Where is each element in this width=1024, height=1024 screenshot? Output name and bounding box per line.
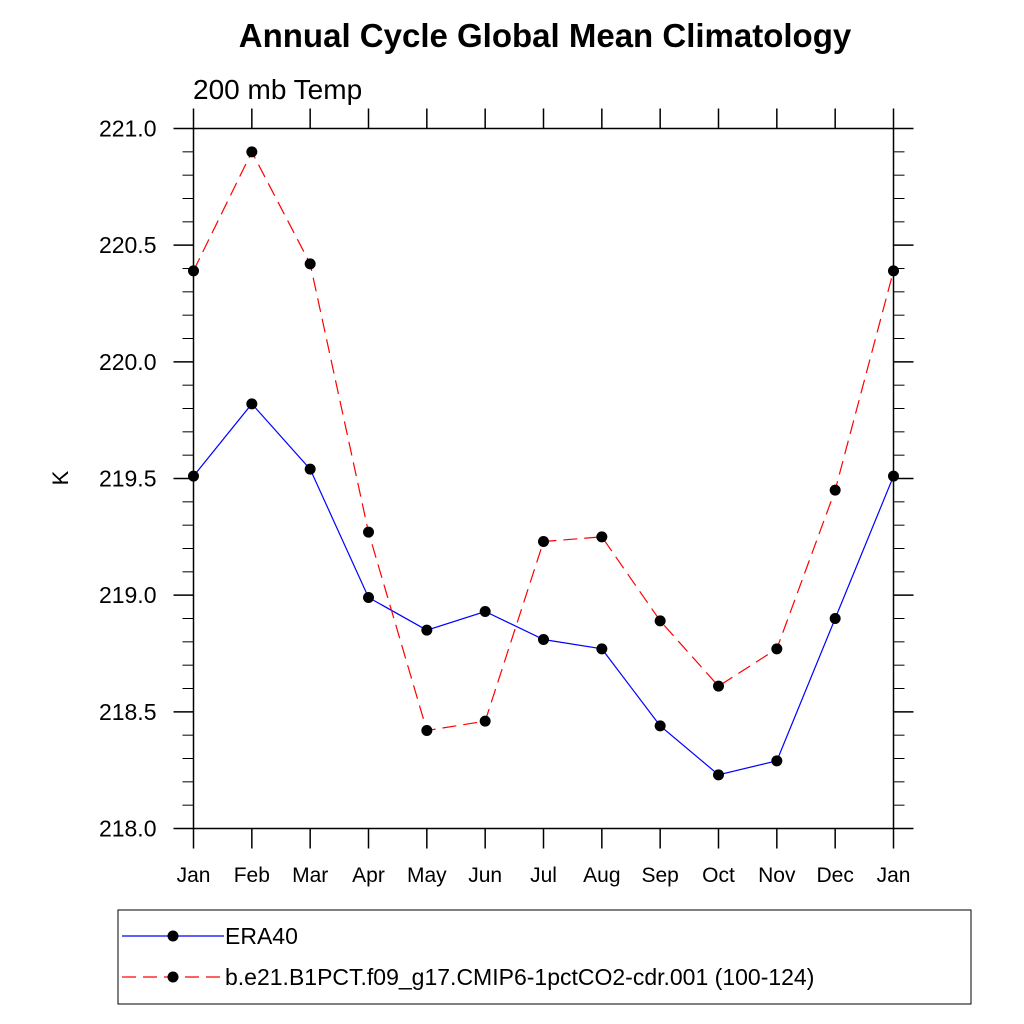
x-tick-label: May xyxy=(407,864,447,887)
y-axis-ticks: 218.0 218.5 219.0 219.5 220.0 220.5 221.0 xyxy=(99,116,914,842)
y-tick-label: 220.0 xyxy=(99,349,157,375)
series-1-point xyxy=(421,624,433,636)
series-1-point xyxy=(246,398,258,410)
y-tick-label: 219.0 xyxy=(99,582,157,608)
x-tick-label: Aug xyxy=(583,864,620,887)
x-tick-label: Oct xyxy=(702,864,735,887)
x-tick-label: Mar xyxy=(292,864,328,887)
x-tick-label: Jul xyxy=(530,864,557,887)
series-2-point xyxy=(421,725,433,736)
y-axis-title: K xyxy=(48,470,73,485)
y-tick-label: 221.0 xyxy=(99,116,157,142)
series-2-point xyxy=(829,484,841,496)
series-1-point xyxy=(596,643,608,655)
legend-label-2: b.e21.B1PCT.f09_g17.CMIP6-1pctCO2-cdr.00… xyxy=(225,964,814,990)
legend-box xyxy=(117,909,972,1005)
series-2-point xyxy=(771,643,783,655)
series-2-point xyxy=(713,680,724,692)
series-2-point xyxy=(188,265,199,277)
series-1-point xyxy=(771,755,783,767)
legend-label-1: ERA40 xyxy=(225,923,298,949)
x-axis-ticks: Jan Feb Mar Apr May Jun Jul Aug Sep Oct Nov Dec Jan xyxy=(177,108,911,887)
series-1-point xyxy=(888,470,899,482)
series-1-point xyxy=(363,592,374,603)
series-2-point xyxy=(538,536,549,547)
chart-subtitle: 200 mb Temp xyxy=(193,74,362,105)
x-tick-label: Feb xyxy=(234,864,270,887)
series-2-point xyxy=(304,258,316,270)
series-1-point xyxy=(188,470,199,482)
x-tick-label: Sep xyxy=(641,864,678,887)
y-tick-label: 218.0 xyxy=(99,816,157,842)
series-line-1 xyxy=(193,402,895,776)
legend-marker-2 xyxy=(167,971,179,983)
series-2-point xyxy=(654,615,666,627)
legend-marker-1 xyxy=(167,930,179,942)
series-1-point xyxy=(654,720,666,732)
x-tick-label: Jan xyxy=(177,864,211,887)
y-tick-label: 218.5 xyxy=(99,699,157,725)
x-tick-label: Dec xyxy=(816,864,853,887)
x-tick-label: Jun xyxy=(468,864,502,887)
y-tick-label: 220.5 xyxy=(99,232,157,258)
series-1-point xyxy=(479,606,491,617)
series-1-point xyxy=(829,613,841,624)
x-tick-label: Nov xyxy=(758,864,796,887)
series-1-point xyxy=(713,769,724,781)
series-2-point xyxy=(246,146,258,158)
series-2-point xyxy=(596,531,608,543)
y-tick-label: 219.5 xyxy=(99,466,157,492)
series-2-point xyxy=(888,265,899,277)
series-2-point xyxy=(363,526,374,538)
legend: ERA40 b.e21.B1PCT.f09_g17.CMIP6-1pctCO2-c… xyxy=(122,923,814,990)
series-2-point xyxy=(479,715,491,727)
x-tick-label: Jan xyxy=(877,864,911,887)
series-1-point xyxy=(538,634,549,645)
series-layer xyxy=(188,146,899,781)
series-1-point xyxy=(304,463,316,475)
x-tick-label: Apr xyxy=(352,864,385,887)
chart-title: Annual Cycle Global Mean Climatology xyxy=(239,17,852,54)
plot-frame xyxy=(192,127,895,830)
